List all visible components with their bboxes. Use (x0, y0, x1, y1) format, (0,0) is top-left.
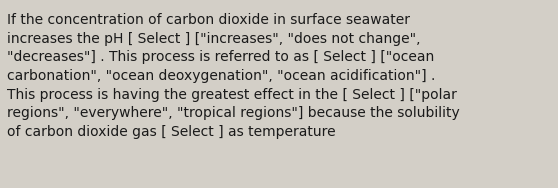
Text: If the concentration of carbon dioxide in surface seawater
increases the pH [ Se: If the concentration of carbon dioxide i… (7, 13, 460, 139)
